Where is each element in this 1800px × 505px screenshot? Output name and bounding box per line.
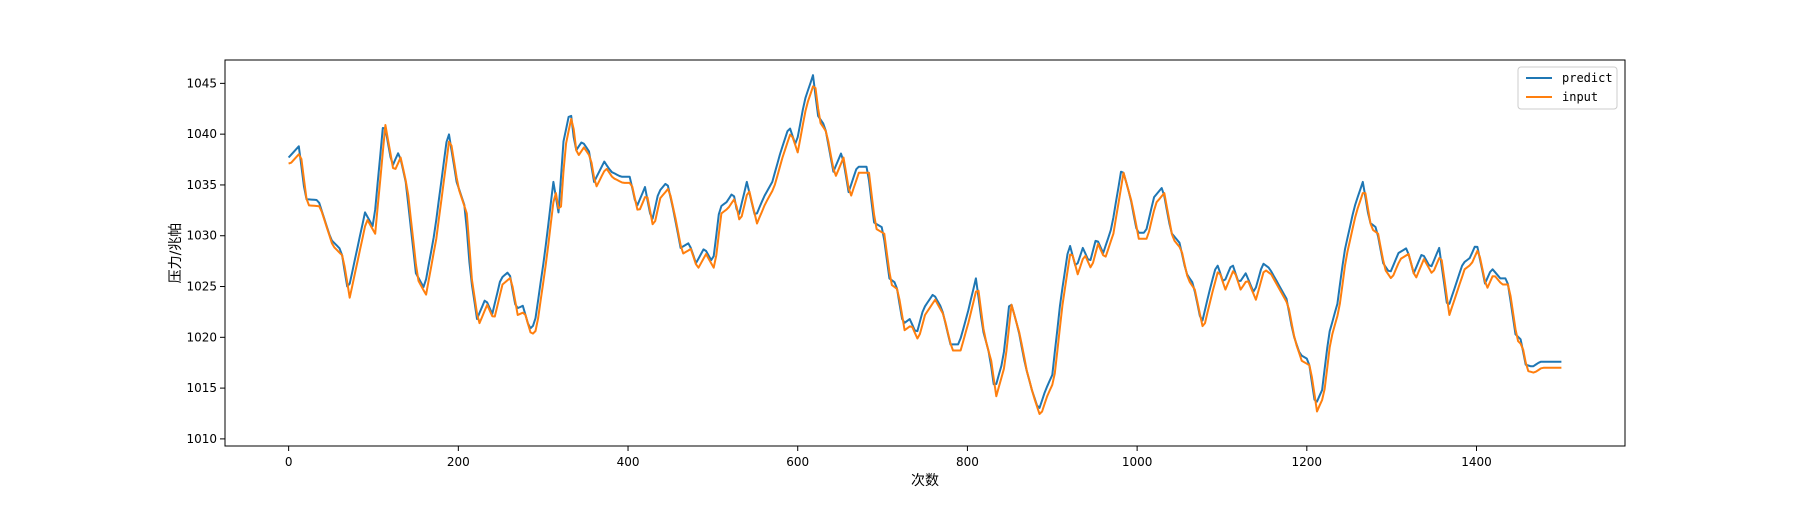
series-line-input [288, 85, 1562, 415]
x-tick-label: 600 [786, 455, 809, 469]
x-tick-label: 800 [956, 455, 979, 469]
x-axis-label: 次数 [911, 473, 939, 489]
y-axis-label: 压力/兆帕 [168, 223, 184, 284]
y-tick-label: 1010 [186, 432, 217, 446]
y-tick-label: 1035 [186, 178, 217, 192]
y-tick-label: 1045 [186, 76, 217, 90]
y-tick-label: 1040 [186, 127, 217, 141]
x-tick-label: 1400 [1461, 455, 1492, 469]
x-tick-label: 0 [285, 455, 293, 469]
series-line-predict [287, 74, 1562, 409]
x-tick-label: 400 [617, 455, 640, 469]
x-ticks: 0 200 400 600 800 1000 1200 1400 [285, 446, 1492, 469]
x-tick-label: 1200 [1292, 455, 1323, 469]
legend-label-predict: predict [1562, 71, 1613, 85]
legend-label-input: input [1562, 90, 1598, 104]
y-tick-label: 1020 [186, 330, 217, 344]
y-tick-label: 1015 [186, 381, 217, 395]
y-tick-label: 1030 [186, 229, 217, 243]
axes-frame [224, 59, 1626, 447]
legend: predict input [1517, 66, 1618, 110]
y-tick-label: 1025 [186, 280, 217, 294]
y-ticks: 1010 1015 1020 1025 1030 1035 1040 1045 [186, 76, 225, 446]
series-layer [287, 74, 1562, 415]
x-tick-label: 200 [447, 455, 470, 469]
x-tick-label: 1000 [1122, 455, 1153, 469]
